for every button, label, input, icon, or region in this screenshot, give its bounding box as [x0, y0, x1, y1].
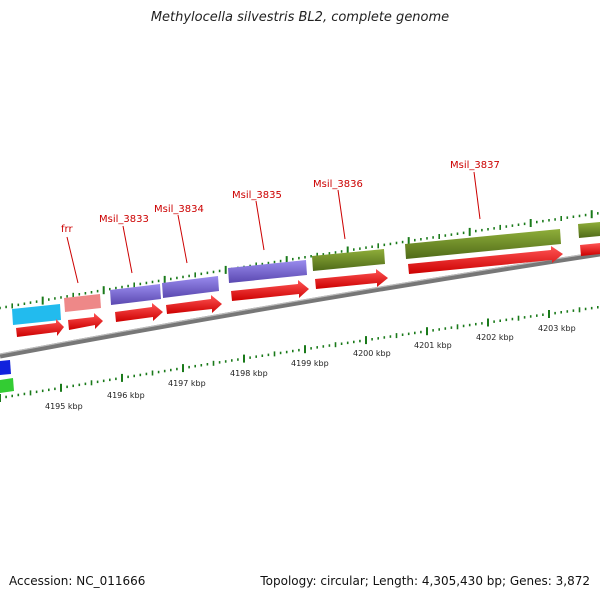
- genome-summary-text: Topology: circular; Length: 4,305,430 bp…: [260, 574, 590, 588]
- label-leaders: [66, 171, 481, 284]
- scale-label: 4197 kbp: [168, 379, 206, 388]
- map-title: Methylocella silvestris BL2, complete ge…: [150, 10, 450, 25]
- feature-cyan: [12, 304, 61, 325]
- gene-label-frr: frr: [61, 224, 73, 235]
- feature-olive-edge: [578, 222, 600, 238]
- scale-label: 4202 kbp: [476, 333, 514, 342]
- cds-arrow: [68, 313, 103, 330]
- genome-backbone: [0, 251, 600, 359]
- feature-purple-3833: [110, 284, 161, 305]
- genome-backbone-highlight: [0, 251, 600, 355]
- gene-label-msil-3833: Msil_3833: [99, 214, 149, 225]
- cds-arrow: [166, 295, 222, 314]
- scale-label: 4196 kbp: [107, 391, 145, 400]
- cds-arrow: [231, 280, 309, 301]
- gene-label-msil-3834: Msil_3834: [154, 204, 204, 215]
- gene-label-msil-3836: Msil_3836: [313, 179, 363, 190]
- cds-arrow: [115, 303, 163, 322]
- cds-arrow: [580, 243, 600, 256]
- cds-arrow: [408, 246, 563, 274]
- scale-label: 4198 kbp: [230, 369, 268, 378]
- gene-label-msil-3837: Msil_3837: [450, 160, 500, 171]
- feature-purple-3834: [162, 276, 219, 298]
- scale-label: 4195 kbp: [45, 402, 83, 411]
- feature-track: [0, 222, 600, 393]
- gene-label-msil-3835: Msil_3835: [232, 190, 282, 201]
- cds-arrow: [315, 269, 388, 289]
- scale-label: 4199 kbp: [291, 359, 329, 368]
- feature-purple-3835: [228, 260, 307, 283]
- scale-label: 4203 kbp: [538, 324, 576, 333]
- feature-olive-3836: [312, 249, 385, 271]
- feature-blue-left: [0, 360, 11, 375]
- feature-green-left: [0, 378, 14, 393]
- scale-label: 4200 kbp: [353, 349, 391, 358]
- cds-arrow: [16, 319, 64, 337]
- accession-text: Accession: NC_011666: [9, 574, 146, 588]
- cds-track: [16, 243, 600, 337]
- scale-labels: 4195 kbp 4196 kbp 4197 kbp 4198 kbp 4199…: [45, 324, 576, 411]
- gene-labels: frr Msil_3833 Msil_3834 Msil_3835 Msil_3…: [61, 160, 500, 235]
- scale-label: 4201 kbp: [414, 341, 452, 350]
- lower-tick-row: [0, 306, 599, 402]
- feature-pink: [64, 294, 101, 312]
- feature-olive-3837: [405, 229, 561, 259]
